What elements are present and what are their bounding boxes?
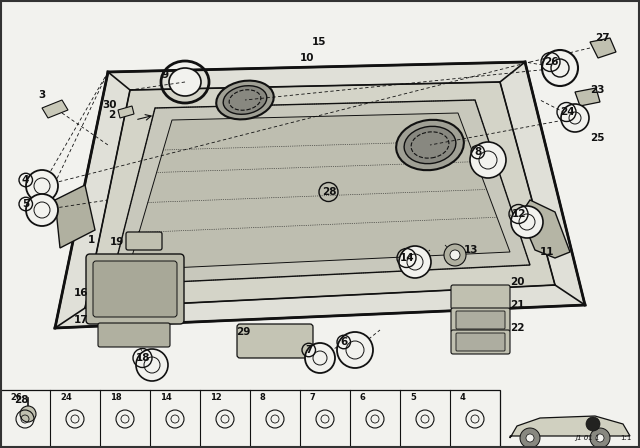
Circle shape xyxy=(34,202,50,218)
FancyBboxPatch shape xyxy=(451,308,510,332)
Bar xyxy=(0,390,500,448)
Circle shape xyxy=(337,332,373,368)
Text: 3: 3 xyxy=(38,90,45,100)
Text: 18: 18 xyxy=(136,353,150,363)
Polygon shape xyxy=(510,416,630,438)
FancyBboxPatch shape xyxy=(126,232,162,250)
Circle shape xyxy=(586,417,600,431)
FancyBboxPatch shape xyxy=(456,311,505,329)
Polygon shape xyxy=(118,106,134,118)
Text: 27: 27 xyxy=(595,33,610,43)
Text: 1: 1 xyxy=(88,235,95,245)
Circle shape xyxy=(470,142,506,178)
Text: 15: 15 xyxy=(312,37,326,47)
Circle shape xyxy=(511,206,543,238)
Text: 22: 22 xyxy=(510,323,525,333)
FancyBboxPatch shape xyxy=(86,254,184,324)
Polygon shape xyxy=(85,82,555,308)
Text: 11: 11 xyxy=(540,247,554,257)
Text: 5: 5 xyxy=(22,199,29,209)
Text: 5: 5 xyxy=(410,393,416,402)
Text: 12: 12 xyxy=(512,209,527,219)
Circle shape xyxy=(444,244,466,266)
Circle shape xyxy=(561,104,589,132)
Ellipse shape xyxy=(404,126,456,164)
Text: 28: 28 xyxy=(322,187,337,197)
Text: 17: 17 xyxy=(74,315,88,325)
Ellipse shape xyxy=(216,81,274,119)
Circle shape xyxy=(26,194,58,226)
Ellipse shape xyxy=(223,86,267,114)
Circle shape xyxy=(305,343,335,373)
Circle shape xyxy=(569,112,581,124)
Text: 23: 23 xyxy=(590,85,605,95)
Text: 16: 16 xyxy=(74,288,88,298)
Text: 7: 7 xyxy=(305,345,312,355)
Text: 14: 14 xyxy=(160,393,172,402)
Text: 12: 12 xyxy=(210,393,221,402)
Circle shape xyxy=(542,50,578,86)
Text: 8: 8 xyxy=(260,393,266,402)
Text: 20: 20 xyxy=(510,277,525,287)
Text: 8: 8 xyxy=(474,147,481,157)
Polygon shape xyxy=(42,100,68,118)
Text: 13: 13 xyxy=(464,245,479,255)
Text: 6: 6 xyxy=(340,337,348,347)
Text: 4: 4 xyxy=(22,175,29,185)
Polygon shape xyxy=(55,185,95,248)
Circle shape xyxy=(26,170,58,202)
Text: J1 01 1: J1 01 1 xyxy=(575,435,600,441)
Circle shape xyxy=(590,428,610,448)
Text: 1:1: 1:1 xyxy=(620,435,632,441)
Text: 26: 26 xyxy=(544,57,559,67)
Polygon shape xyxy=(55,62,585,328)
Polygon shape xyxy=(575,88,600,106)
Polygon shape xyxy=(110,100,530,285)
Text: 4: 4 xyxy=(460,393,466,402)
Circle shape xyxy=(144,357,160,373)
Circle shape xyxy=(407,254,423,270)
Ellipse shape xyxy=(169,68,201,96)
Polygon shape xyxy=(590,38,616,58)
FancyBboxPatch shape xyxy=(456,333,505,351)
Text: 19: 19 xyxy=(110,237,124,247)
Text: 18: 18 xyxy=(110,393,122,402)
Polygon shape xyxy=(520,200,570,258)
Circle shape xyxy=(526,434,534,442)
Circle shape xyxy=(346,341,364,359)
Text: 14: 14 xyxy=(400,253,415,263)
Text: 9: 9 xyxy=(162,70,169,80)
Circle shape xyxy=(479,151,497,169)
Text: 30: 30 xyxy=(102,100,116,110)
Text: 24: 24 xyxy=(560,107,575,117)
Text: 29: 29 xyxy=(236,327,250,337)
Circle shape xyxy=(520,428,540,448)
Ellipse shape xyxy=(396,120,464,170)
Text: 21: 21 xyxy=(510,300,525,310)
Circle shape xyxy=(519,214,535,230)
Text: 2: 2 xyxy=(108,110,115,120)
Circle shape xyxy=(596,434,604,442)
Circle shape xyxy=(450,250,460,260)
Polygon shape xyxy=(128,113,510,270)
Circle shape xyxy=(34,178,50,194)
Text: 26: 26 xyxy=(10,393,22,402)
Text: 6: 6 xyxy=(360,393,366,402)
Text: 24: 24 xyxy=(60,393,72,402)
FancyBboxPatch shape xyxy=(98,323,170,347)
Circle shape xyxy=(313,351,327,365)
Text: 10: 10 xyxy=(300,53,314,63)
Circle shape xyxy=(20,406,36,422)
Circle shape xyxy=(399,246,431,278)
FancyBboxPatch shape xyxy=(237,324,313,358)
Text: 25: 25 xyxy=(590,133,605,143)
Text: 7: 7 xyxy=(310,393,316,402)
FancyBboxPatch shape xyxy=(93,261,177,317)
Text: 28: 28 xyxy=(14,395,29,405)
Circle shape xyxy=(551,59,569,77)
Circle shape xyxy=(136,349,168,381)
FancyBboxPatch shape xyxy=(451,285,510,309)
FancyBboxPatch shape xyxy=(451,330,510,354)
